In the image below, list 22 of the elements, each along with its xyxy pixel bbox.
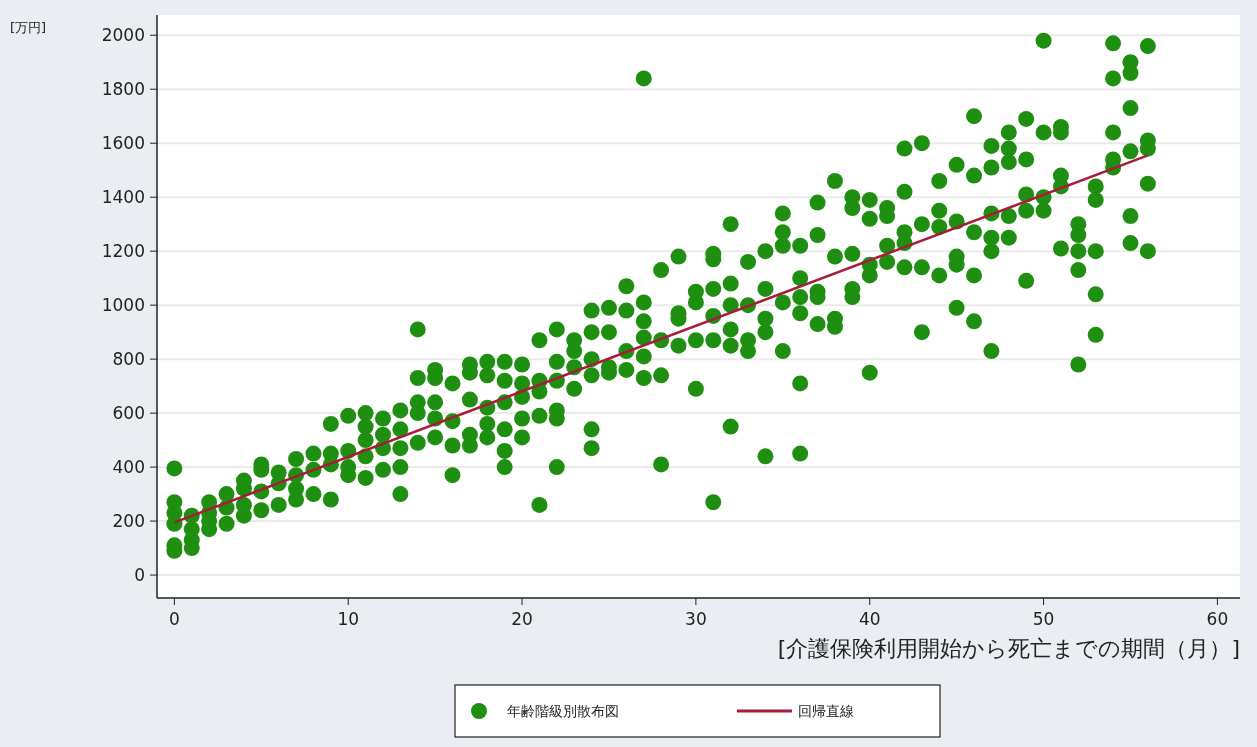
y-tick-label: 1200 (101, 241, 145, 262)
x-tick-label: 20 (511, 609, 533, 629)
x-tick-label: 40 (858, 609, 881, 629)
y-tick-label: 800 (112, 349, 145, 370)
y-tick-label: 200 (112, 511, 145, 532)
y-tick-label: 1800 (101, 79, 145, 100)
y-axis-title: [万円] (10, 20, 47, 35)
legend-label: 年齢階級別散布図 (507, 703, 619, 719)
y-tick-label: 1000 (101, 295, 145, 316)
x-axis-title: [介護保険利用開始から死亡までの期間（月）] (777, 636, 1240, 661)
x-tick-label: 10 (337, 609, 360, 629)
x-tick-label: 50 (1032, 609, 1055, 629)
legend-label: 回帰直線 (798, 703, 854, 719)
y-tick-label: 400 (112, 457, 145, 478)
x-tick-label: 60 (1206, 609, 1229, 629)
y-tick-label: 600 (112, 403, 145, 424)
y-tick-label: 2000 (101, 25, 145, 46)
y-tick-label: 0 (134, 565, 145, 586)
x-tick-label: 0 (168, 609, 180, 629)
x-tick-label: 30 (685, 609, 707, 629)
y-tick-label: 1600 (101, 133, 145, 154)
y-tick-label: 1400 (101, 187, 145, 208)
